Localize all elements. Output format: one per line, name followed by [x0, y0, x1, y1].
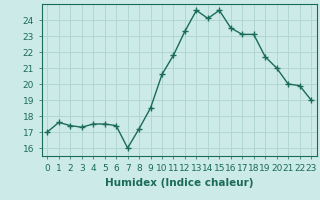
X-axis label: Humidex (Indice chaleur): Humidex (Indice chaleur)	[105, 178, 253, 188]
